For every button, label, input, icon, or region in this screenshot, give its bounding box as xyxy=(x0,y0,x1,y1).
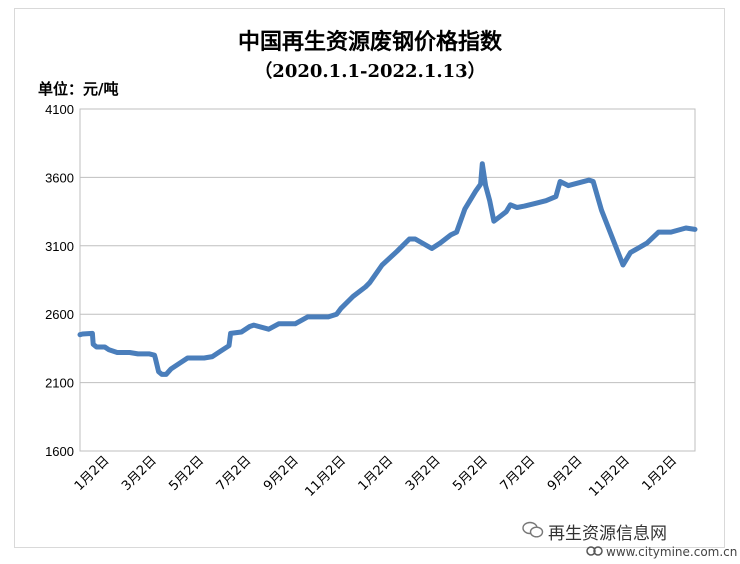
y-tick-label: 3600 xyxy=(45,170,74,185)
series-layer xyxy=(77,161,698,377)
x-tick-label: 3月2日 xyxy=(119,453,160,494)
y-tick-label: 2100 xyxy=(45,376,74,391)
watermark-site: www.citymine.com.cn xyxy=(588,545,737,559)
plot-area xyxy=(79,108,696,452)
x-tick-label: 9月2日 xyxy=(545,453,586,494)
y-tick-label: 3100 xyxy=(45,239,74,254)
watermark-text: 再生资源信息网 xyxy=(548,524,667,544)
x-tick-label: 11月2日 xyxy=(302,453,349,500)
unit-label: 单位：元/吨 xyxy=(38,80,119,98)
x-tick-label: 7月2日 xyxy=(214,453,255,494)
x-tick-label: 5月2日 xyxy=(166,453,207,494)
x-tick-label: 11月2日 xyxy=(586,453,633,500)
x-tick-label: 1月2日 xyxy=(639,453,680,494)
series-line xyxy=(77,161,698,377)
chart-frame xyxy=(14,8,725,548)
x-tick-label: 1月2日 xyxy=(72,453,113,494)
y-tick-label: 2600 xyxy=(45,307,74,322)
x-tick-label: 7月2日 xyxy=(498,453,539,494)
y-tick-label: 4100 xyxy=(45,102,74,117)
site-logo-icon xyxy=(586,546,603,556)
x-tick-label: 5月2日 xyxy=(450,453,491,494)
chart-subtitle: （2020.1.1-2022.1.13） xyxy=(254,61,486,82)
grid-layer xyxy=(79,108,696,452)
x-tick-label: 1月2日 xyxy=(356,453,397,494)
wechat-icon xyxy=(522,521,544,538)
watermark-site-text: www.citymine.com.cn xyxy=(606,545,738,559)
x-tick-label: 3月2日 xyxy=(403,453,444,494)
y-tick-label: 1600 xyxy=(45,444,74,459)
x-tick-label: 9月2日 xyxy=(261,453,302,494)
chart-title: 中国再生资源废钢价格指数 xyxy=(237,29,502,55)
